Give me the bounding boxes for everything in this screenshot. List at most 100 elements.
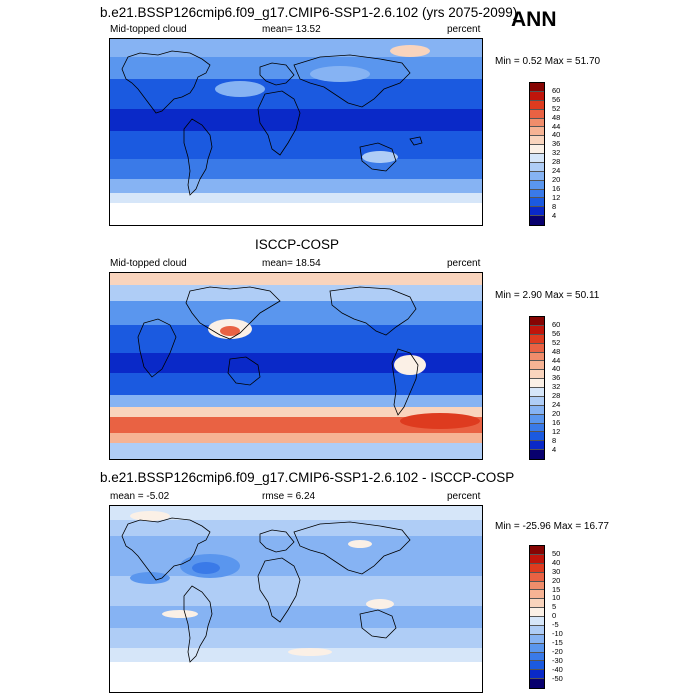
colorbar-tick-label: 36 (552, 373, 561, 382)
panel1-colorbar-swatch (530, 180, 544, 190)
panel3-colorbar-swatch (530, 554, 544, 564)
panel2-map-field (110, 273, 482, 459)
colorbar-tick-label: 60 (552, 320, 561, 329)
panel2-colorbar-swatch (530, 405, 544, 415)
panel3-colorbar-swatch (530, 572, 544, 582)
colorbar-tick-label: 52 (552, 338, 561, 347)
panel2-colorbar-swatch (530, 317, 544, 326)
colorbar-tick-label: 32 (552, 148, 561, 157)
colorbar-tick-label: 20 (552, 175, 561, 184)
panel3-colorbar-swatch (530, 670, 544, 680)
panel2-colorbar-swatch (530, 361, 544, 371)
panel1-colorbar-swatch (530, 91, 544, 101)
panel2-colorbar-swatch (530, 432, 544, 442)
panel1-colorbar-swatch (530, 216, 544, 225)
panel3-colorbar-swatch (530, 546, 544, 555)
panel3-colorbar-swatch (530, 634, 544, 644)
panel3-minmax-label: Min = -25.96 Max = 16.77 (495, 521, 609, 532)
panel1-colorbar-swatch (530, 189, 544, 199)
colorbar-tick-label: 40 (552, 558, 561, 567)
colorbar-tick-label: -50 (552, 674, 563, 683)
panel3-title: b.e21.BSSP126cmip6.f09_g17.CMIP6-SSP1-2.… (100, 470, 515, 485)
colorbar-tick-label: 44 (552, 356, 561, 365)
colorbar-tick-label: -40 (552, 665, 563, 674)
colorbar-tick-label: 60 (552, 86, 561, 95)
panel3-colorbar-swatch (530, 581, 544, 591)
panel3-colorbar-swatch (530, 652, 544, 662)
panel1-mean-label: mean= 13.52 (262, 24, 321, 35)
panel2-colorbar-swatch (530, 343, 544, 353)
panel1-colorbar (529, 82, 545, 226)
panel2-colorbar-swatch (530, 396, 544, 406)
panel1-colorbar-swatch (530, 127, 544, 137)
panel2-colorbar-swatch (530, 441, 544, 451)
colorbar-tick-label: 0 (552, 611, 557, 620)
panel1-colorbar-swatch (530, 154, 544, 163)
panel1-colorbar-swatch (530, 83, 544, 92)
panel3-mean-label: mean = -5.02 (110, 491, 170, 502)
panel1-units-label: percent (447, 24, 481, 35)
colorbar-tick-label: -5 (552, 620, 559, 629)
panel1-colorbar-labels: 60 56 52 48 44 40 36 32 28 24 20 16 12 8… (552, 82, 582, 224)
colorbar-tick-label: -30 (552, 656, 563, 665)
colorbar-tick-label: 48 (552, 113, 561, 122)
panel2-colorbar-swatch (530, 352, 544, 362)
panel3-map (109, 505, 483, 693)
colorbar-tick-label: 56 (552, 95, 561, 104)
panel3-colorbar-swatch (530, 625, 544, 635)
panel2-colorbar (529, 316, 545, 460)
colorbar-tick-label: 15 (552, 585, 561, 594)
panel1-variable-label: Mid-topped cloud (110, 24, 187, 35)
panel3-colorbar-swatch (530, 679, 544, 688)
colorbar-tick-label: 50 (552, 549, 561, 558)
panel2-colorbar-swatch (530, 370, 544, 380)
colorbar-tick-label: 30 (552, 567, 561, 576)
season-label: ANN (511, 8, 557, 31)
panel2-colorbar-labels: 60 56 52 48 44 40 36 32 28 24 20 16 12 8… (552, 316, 582, 458)
panel1-colorbar-swatch (530, 100, 544, 110)
colorbar-tick-label: 12 (552, 427, 561, 436)
colorbar-tick-label: 28 (552, 157, 561, 166)
colorbar-tick-label: 20 (552, 409, 561, 418)
panel2-colorbar-swatch (530, 423, 544, 433)
panel2-map (109, 272, 483, 460)
panel3-colorbar-swatch (530, 661, 544, 671)
panel1-minmax-label: Min = 0.52 Max = 51.70 (495, 56, 601, 67)
panel3-colorbar-labels: 50 40 30 20 15 10 5 0 -5 -10 -15 -20 -30… (552, 545, 582, 687)
panel3-units-label: percent (447, 491, 481, 502)
colorbar-tick-label: 48 (552, 347, 561, 356)
panel1-colorbar-swatch (530, 118, 544, 128)
colorbar-tick-label: 20 (552, 576, 561, 585)
panel1-colorbar-swatch (530, 198, 544, 208)
colorbar-tick-label: 24 (552, 166, 561, 175)
colorbar-tick-label: 56 (552, 329, 561, 338)
colorbar-tick-label: 4 (552, 445, 557, 454)
panel2-mean-label: mean= 18.54 (262, 258, 321, 269)
panel3-colorbar (529, 545, 545, 689)
panel2-units-label: percent (447, 258, 481, 269)
panel3-colorbar-swatch (530, 590, 544, 600)
panel1-colorbar-swatch (530, 136, 544, 146)
panel3-colorbar-swatch (530, 599, 544, 609)
panel2-title: ISCCP-COSP (255, 237, 340, 252)
panel1-colorbar-swatch (530, 109, 544, 119)
colorbar-tick-label: -15 (552, 638, 563, 647)
colorbar-tick-label: 8 (552, 436, 557, 445)
colorbar-tick-label: 28 (552, 391, 561, 400)
panel2-colorbar-swatch (530, 414, 544, 424)
colorbar-tick-label: 8 (552, 202, 557, 211)
colorbar-tick-label: 16 (552, 418, 561, 427)
panel3-colorbar-swatch (530, 608, 544, 617)
panel1-colorbar-swatch (530, 171, 544, 181)
panel1-colorbar-swatch (530, 207, 544, 217)
colorbar-tick-label: 24 (552, 400, 561, 409)
colorbar-tick-label: 4 (552, 211, 557, 220)
panel1-title: b.e21.BSSP126cmip6.f09_g17.CMIP6-SSP1-2.… (100, 5, 518, 20)
colorbar-tick-label: 16 (552, 184, 561, 193)
panel1-colorbar-swatch (530, 162, 544, 172)
panel3-map-field (110, 506, 482, 692)
panel1-colorbar-swatch (530, 145, 544, 154)
panel2-colorbar-swatch (530, 379, 544, 388)
panel3-colorbar-swatch (530, 617, 544, 626)
panel1-map-field (110, 39, 482, 225)
